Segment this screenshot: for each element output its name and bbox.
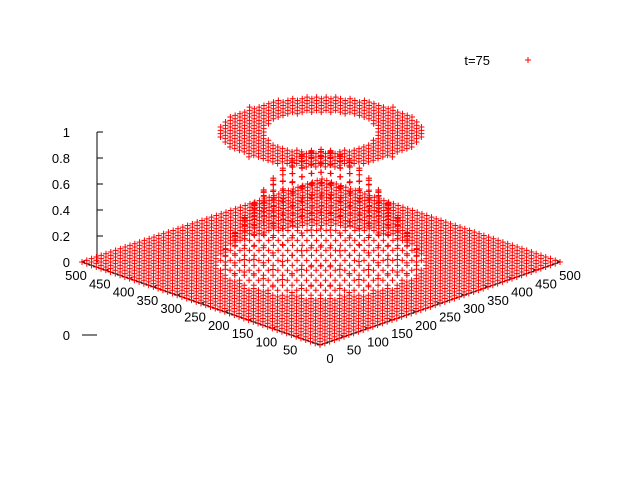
series-points-cap xyxy=(217,94,425,170)
z-tick-label: 0 xyxy=(63,255,70,270)
y-tick-label: 450 xyxy=(89,276,111,291)
z-tick-label: 0.4 xyxy=(52,203,70,218)
y-tick-label: 150 xyxy=(232,326,254,341)
y-tick-label: 200 xyxy=(208,318,230,333)
x-tick-label: 300 xyxy=(463,301,485,316)
x-tick-label: 0 xyxy=(326,351,333,366)
legend: t=75 xyxy=(464,53,531,68)
z-tick-label: 0.8 xyxy=(52,151,70,166)
x-tick-label: 400 xyxy=(511,285,533,300)
x-tick-label: 150 xyxy=(391,326,413,341)
x-tick-label: 50 xyxy=(347,343,361,358)
tick-labels: 00.20.40.60.8100501001502002503003504004… xyxy=(52,125,581,366)
x-tick-label: 250 xyxy=(439,310,461,325)
x-tick-label: 100 xyxy=(367,334,389,349)
z-tick-label: 1 xyxy=(63,125,70,140)
y-tick-label: 300 xyxy=(160,301,182,316)
x-tick-label: 200 xyxy=(415,318,437,333)
y-tick-label: 400 xyxy=(113,285,135,300)
z-tick-label: 0.6 xyxy=(52,177,70,192)
y-tick-label: 500 xyxy=(65,268,87,283)
series-points-plane xyxy=(79,176,563,348)
legend-marker xyxy=(525,57,531,63)
z-tick-label: 0.2 xyxy=(52,229,70,244)
y-tick-label: 50 xyxy=(283,343,297,358)
x-tick-label: 500 xyxy=(559,268,581,283)
x-tick-label: 450 xyxy=(535,276,557,291)
x-tick-label: 350 xyxy=(487,293,509,308)
base-tick-label: 0 xyxy=(63,328,70,343)
y-tick-label: 250 xyxy=(184,310,206,325)
y-tick-label: 100 xyxy=(256,334,278,349)
data-marks xyxy=(79,94,563,348)
y-tick-label: 350 xyxy=(137,293,159,308)
legend-label: t=75 xyxy=(464,53,490,68)
